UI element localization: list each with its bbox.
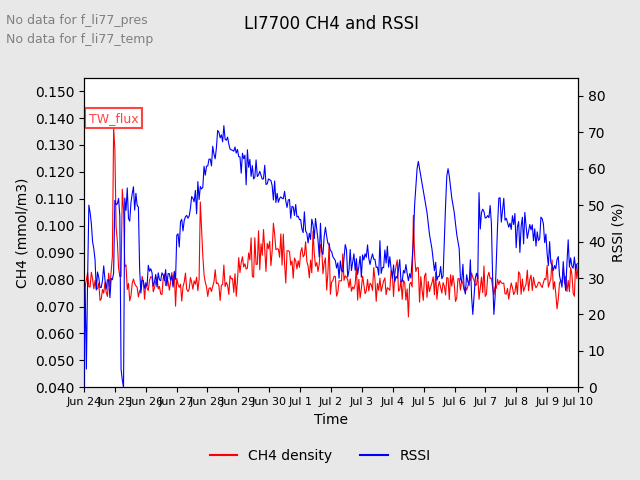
Y-axis label: RSSI (%): RSSI (%) [611,203,625,262]
Text: No data for f_li77_temp: No data for f_li77_temp [6,33,154,46]
Text: TW_flux: TW_flux [89,112,138,125]
Legend: CH4 density, RSSI: CH4 density, RSSI [204,443,436,468]
X-axis label: Time: Time [314,413,348,427]
Title: LI7700 CH4 and RSSI: LI7700 CH4 and RSSI [243,15,419,33]
Text: No data for f_li77_pres: No data for f_li77_pres [6,14,148,27]
Y-axis label: CH4 (mmol/m3): CH4 (mmol/m3) [15,177,29,288]
